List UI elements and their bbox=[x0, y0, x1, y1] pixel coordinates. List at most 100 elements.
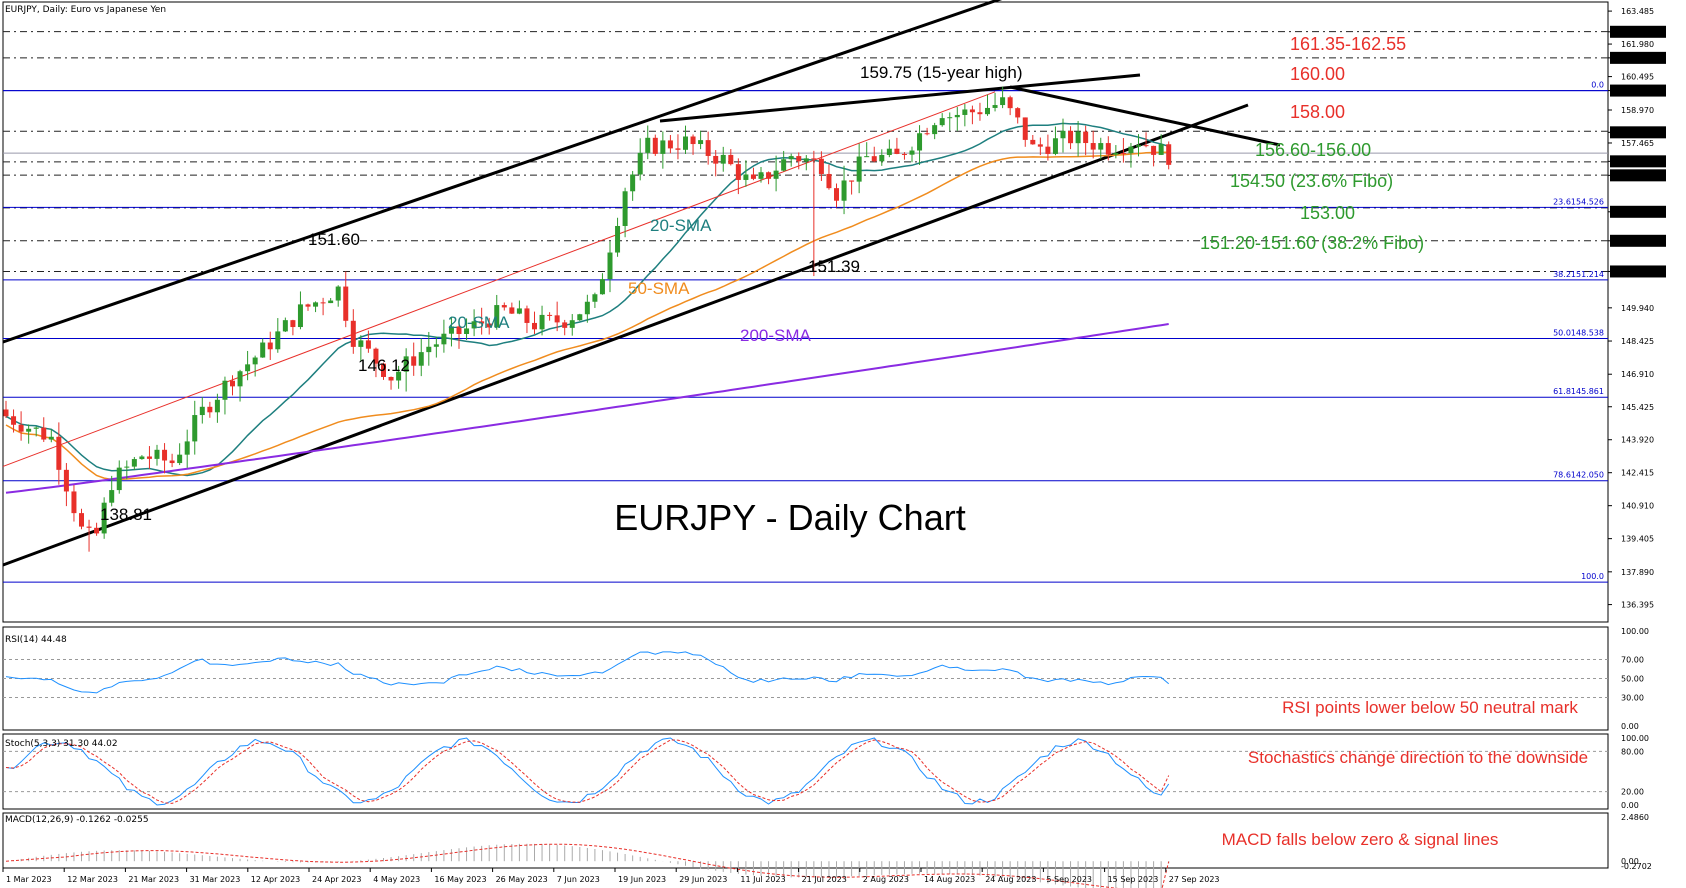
price-box bbox=[1610, 84, 1666, 97]
rsi-label: RSI(14) 44.48 bbox=[5, 635, 67, 645]
candle-body bbox=[388, 376, 394, 381]
rsi-axis-label: 100.00 bbox=[1621, 627, 1649, 636]
candle-body bbox=[86, 526, 92, 528]
macd-label: MACD(12,26,9) -0.1262 -0.0255 bbox=[5, 815, 149, 825]
candle-body bbox=[1158, 144, 1164, 155]
macd-axis-label: 2.4860 bbox=[1621, 813, 1649, 822]
resistance-line bbox=[659, 73, 1141, 123]
chart-header: EURJPY, Daily: Euro vs Japanese Yen bbox=[5, 5, 166, 15]
candle-body bbox=[675, 148, 681, 150]
candle-body bbox=[1151, 145, 1157, 155]
candle-body bbox=[373, 348, 379, 364]
time-tick-label: 1 Mar 2023 bbox=[6, 875, 52, 884]
candle-body bbox=[275, 331, 281, 350]
time-tick-label: 12 Mar 2023 bbox=[67, 875, 118, 884]
annotation-label: 151.20-151.60 (38.2% Fibo) bbox=[1200, 233, 1424, 253]
candle-body bbox=[584, 301, 590, 315]
macd-note: MACD falls below zero & signal lines bbox=[1222, 830, 1499, 849]
candle-body bbox=[909, 150, 915, 155]
channel-lower-line bbox=[2, 103, 1249, 567]
panel-frame bbox=[2, 1, 1609, 623]
price-box bbox=[1610, 126, 1666, 139]
annotation-label: 146.12 bbox=[358, 356, 410, 375]
candle-body bbox=[71, 491, 77, 514]
annotation-label: 151.39 bbox=[808, 257, 860, 276]
candle-body bbox=[879, 154, 885, 162]
time-tick-label: 7 Jun 2023 bbox=[557, 875, 600, 884]
annotation-label: 154.50 (23.6% Fibo) bbox=[1230, 171, 1393, 191]
candle-body bbox=[924, 133, 930, 135]
candle-body bbox=[169, 460, 175, 464]
price-box-label: 155.988 bbox=[1621, 171, 1654, 180]
stoch-d-line bbox=[5, 739, 1170, 804]
sma200-line bbox=[5, 323, 1169, 494]
candle-body bbox=[1015, 108, 1021, 118]
candle-body bbox=[464, 328, 470, 334]
candle-body bbox=[939, 118, 945, 126]
price-tick-label: 158.970 bbox=[1621, 106, 1654, 115]
candle-body bbox=[599, 279, 605, 295]
candle-body bbox=[856, 156, 862, 182]
candle-body bbox=[818, 158, 824, 174]
candlesticks bbox=[3, 86, 1172, 552]
rsi-axis-label: 70.00 bbox=[1621, 656, 1644, 665]
annotation-label: 200-SMA bbox=[740, 326, 812, 345]
price-box bbox=[1610, 234, 1666, 247]
candle-body bbox=[441, 333, 447, 345]
candle-body bbox=[479, 321, 485, 324]
fibo-label: 61.8145.861 bbox=[1553, 387, 1604, 396]
regression-line bbox=[2, 91, 996, 467]
candle-body bbox=[894, 148, 900, 154]
time-tick-label: 21 Jul 2023 bbox=[802, 875, 847, 884]
price-tick-label: 149.940 bbox=[1621, 304, 1654, 313]
price-tick-label: 146.910 bbox=[1621, 370, 1654, 379]
candle-body bbox=[486, 323, 492, 328]
time-tick-label: 27 Sep 2023 bbox=[1169, 875, 1220, 884]
candle-body bbox=[116, 467, 122, 491]
price-tick-label: 161.980 bbox=[1621, 40, 1654, 49]
candle-body bbox=[750, 174, 756, 179]
price-box bbox=[1610, 25, 1666, 38]
candle-body bbox=[237, 371, 243, 387]
candle-body bbox=[501, 305, 507, 308]
candle-body bbox=[917, 133, 923, 151]
candle-body bbox=[177, 454, 183, 464]
stoch-note: Stochastics change direction to the down… bbox=[1248, 748, 1588, 767]
candle-body bbox=[1166, 144, 1172, 165]
candle-body bbox=[1022, 117, 1028, 140]
rsi-axis-label: 0.00 bbox=[1621, 722, 1639, 731]
stoch-axis-label: 100.00 bbox=[1621, 734, 1649, 743]
panel-frame bbox=[2, 812, 1609, 869]
price-tick-label: 148.425 bbox=[1621, 337, 1654, 346]
time-axis: 1 Mar 2023 12 Mar 2023 21 Mar 2023 31 Mar 2… bbox=[2, 868, 1220, 884]
candle-body bbox=[184, 441, 190, 455]
candle-body bbox=[350, 320, 356, 347]
candle-body bbox=[569, 320, 575, 328]
chart-text: EURJPY, Daily: Euro vs Japanese Yen EURJ… bbox=[5, 5, 1588, 849]
fibo-label: 50.0148.538 bbox=[1553, 329, 1604, 338]
price-tick-label: 163.485 bbox=[1621, 7, 1654, 16]
candle-body bbox=[245, 364, 251, 372]
candle-body bbox=[1068, 130, 1074, 144]
candle-body bbox=[758, 172, 764, 179]
price-box-label: 154.324 bbox=[1621, 208, 1654, 217]
macd-axis-label: 0.00 bbox=[1621, 857, 1639, 866]
candle-body bbox=[267, 342, 273, 350]
annotation-label: 151.60 bbox=[308, 230, 360, 249]
candle-body bbox=[698, 140, 704, 145]
fibo-label: 100.0 bbox=[1581, 572, 1604, 581]
candle-body bbox=[471, 321, 477, 329]
candle-body bbox=[796, 156, 802, 162]
fibo-label: 38.2151.214 bbox=[1553, 270, 1604, 279]
candle-body bbox=[562, 322, 568, 328]
candle-body bbox=[554, 315, 560, 323]
annotation-label: 20-SMA bbox=[448, 313, 510, 332]
candle-body bbox=[1007, 97, 1013, 109]
candle-body bbox=[396, 371, 402, 381]
candle-body bbox=[977, 112, 983, 115]
candle-body bbox=[728, 154, 734, 165]
candle-body bbox=[864, 156, 870, 158]
annotation-label: 153.00 bbox=[1300, 203, 1355, 223]
time-tick-label: 29 Jun 2023 bbox=[679, 875, 727, 884]
